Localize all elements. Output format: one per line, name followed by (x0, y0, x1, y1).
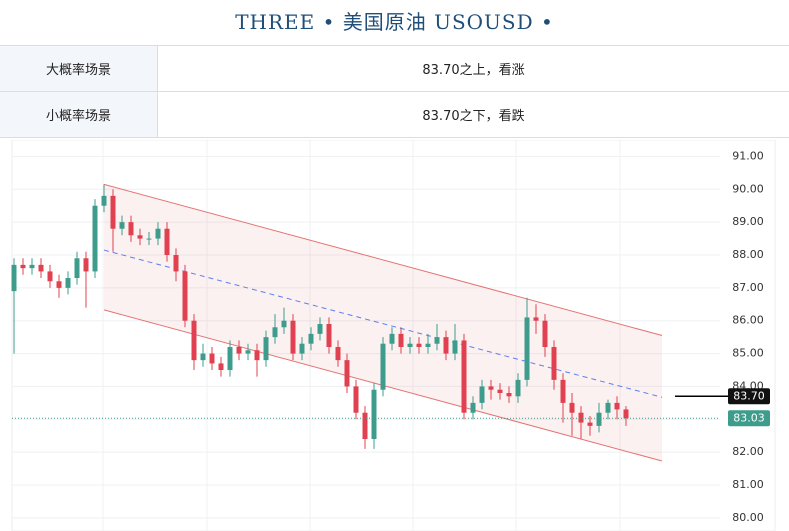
candle-body (11, 264, 17, 292)
candle-body (434, 337, 440, 344)
candle-body (506, 393, 512, 397)
candle-body (173, 255, 179, 272)
y-tick-label: 91.00 (732, 149, 764, 162)
candle-body (263, 337, 269, 361)
candle-body (578, 412, 584, 423)
candle-body (596, 412, 602, 426)
candle-body (101, 195, 107, 206)
header-title: THREE • 美国原油 USOUSD • (0, 0, 789, 46)
last-price-tag (728, 410, 770, 427)
candle-body (407, 343, 413, 347)
candle-body (605, 402, 611, 413)
y-tick-label: 87.00 (732, 281, 764, 294)
y-tick-label: 85.00 (732, 347, 764, 360)
table-row: 大概率场景 83.70之上，看涨 (0, 46, 789, 92)
candle-body (425, 343, 431, 347)
candle-body (146, 238, 152, 240)
candle-body (128, 222, 134, 236)
candle-body (209, 353, 215, 364)
candle-body (236, 347, 242, 354)
y-tick-label: 81.00 (732, 478, 764, 491)
candle-body (29, 264, 35, 269)
candle-body (272, 327, 278, 338)
table-cell: 小概率场景 (0, 91, 158, 138)
candle-body (362, 412, 368, 439)
candle-body (191, 320, 197, 361)
y-tick-label: 89.00 (732, 215, 764, 228)
last-price-label: 83.03 (733, 411, 765, 424)
y-tick-label: 86.00 (732, 314, 764, 327)
candle-body (245, 350, 251, 354)
level-tag (728, 388, 770, 405)
table-cell: 大概率场景 (0, 46, 158, 92)
table-cell: 83.70之上，看涨 (157, 46, 789, 92)
chart: 80.0081.0082.0083.0084.0085.0086.0087.00… (11, 140, 776, 531)
candle-body (344, 360, 350, 387)
candle-body (155, 228, 161, 239)
candle-body (326, 324, 332, 347)
candle-body (398, 333, 404, 347)
candle-body (308, 333, 314, 344)
candle-body (20, 264, 26, 269)
candle-body (56, 281, 62, 288)
table-row: 小概率场景 83.70之下，看跌 (0, 91, 789, 138)
candle-body (587, 422, 593, 426)
candle-body (371, 389, 377, 439)
candle-body (218, 363, 224, 370)
candle-body (479, 386, 485, 403)
candle-body (470, 402, 476, 413)
y-tick-label: 82.00 (732, 445, 764, 458)
candle-body (353, 386, 359, 413)
candle-body (317, 324, 323, 334)
candle-body (497, 389, 503, 393)
candle-body (524, 317, 530, 380)
y-tick-label: 88.00 (732, 248, 764, 261)
candle-body (281, 320, 287, 328)
candle-body (542, 320, 548, 347)
scenario-table: 大概率场景 83.70之上，看涨 小概率场景 83.70之下，看跌 (0, 46, 789, 138)
candle-body (488, 386, 494, 390)
candle-body (335, 347, 341, 361)
candle-body (254, 350, 260, 361)
y-tick-label: 90.00 (732, 182, 764, 195)
candle-body (92, 205, 98, 272)
candle-body (83, 258, 89, 272)
candle-body (551, 347, 557, 380)
level-label: 83.70 (733, 389, 765, 402)
candle-body (569, 402, 575, 413)
candle-body (614, 402, 620, 410)
candle-body (200, 353, 206, 361)
candle-body (533, 317, 539, 321)
candle-body (515, 379, 521, 397)
candle-body (65, 278, 71, 288)
candle-body (137, 235, 143, 239)
candle-body (110, 195, 116, 229)
candle-body (119, 222, 125, 229)
candle-body (380, 343, 386, 390)
candle-body (74, 258, 80, 278)
candle-body (623, 409, 629, 419)
candle-body (452, 340, 458, 354)
channel-line (103, 249, 663, 398)
candle-body (389, 333, 395, 344)
candle-body (461, 340, 467, 413)
candle-body (299, 343, 305, 354)
candle-body (560, 379, 566, 403)
channel-line (103, 183, 663, 336)
candle-body (38, 264, 44, 272)
channel-fill (104, 184, 662, 462)
candle-body (290, 320, 296, 354)
candle-body (164, 228, 170, 255)
table-cell: 83.70之下，看跌 (157, 91, 789, 138)
candle-body (182, 271, 188, 321)
candle-body (47, 271, 53, 282)
candle-body (416, 343, 422, 347)
candle-body (443, 337, 449, 354)
y-tick-label: 80.00 (732, 511, 764, 524)
candle-body (227, 347, 233, 370)
